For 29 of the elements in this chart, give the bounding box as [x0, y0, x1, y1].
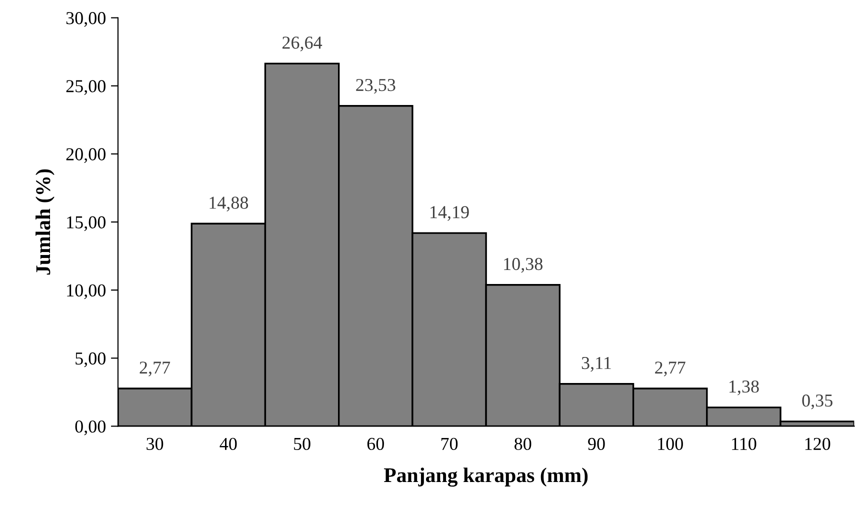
- y-tick-label: 0,00: [75, 420, 106, 436]
- data-label: 14,88: [210, 196, 248, 212]
- data-label: 14,19: [430, 206, 469, 221]
- y-axis-title: Jumlah (%): [36, 169, 54, 275]
- data-label: 10,38: [504, 258, 542, 273]
- y-tick-label: 20,00: [66, 148, 106, 163]
- x-tick-label: 120: [805, 438, 830, 450]
- data-label: 26,64: [282, 36, 322, 52]
- data-label: 23,53: [356, 78, 396, 94]
- data-label: 2,77: [140, 362, 170, 376]
- x-tick-label: 40: [220, 438, 237, 450]
- y-tick-label: 25,00: [66, 80, 106, 95]
- x-axis-title: Panjang karapas (mm): [384, 468, 588, 487]
- data-label: 0,35: [802, 394, 832, 410]
- y-tick-label: 10,00: [67, 284, 106, 300]
- y-tick-label: 5,00: [76, 352, 106, 368]
- x-tick-label: 70: [441, 438, 458, 450]
- data-label: 2,77: [655, 362, 686, 376]
- y-tick-label: 30,00: [66, 12, 106, 27]
- x-tick-label: 50: [294, 438, 310, 450]
- x-tick-label: 110: [732, 438, 756, 450]
- data-label: 3,11: [582, 356, 611, 372]
- x-tick-label: 100: [658, 438, 683, 450]
- x-tick-label: 30: [146, 438, 164, 450]
- data-label: 1,38: [730, 380, 759, 396]
- x-tick-label: 80: [514, 438, 532, 450]
- x-tick-label: 90: [588, 438, 605, 450]
- x-tick-label: 60: [367, 438, 384, 450]
- y-tick-label: 15,00: [67, 216, 106, 232]
